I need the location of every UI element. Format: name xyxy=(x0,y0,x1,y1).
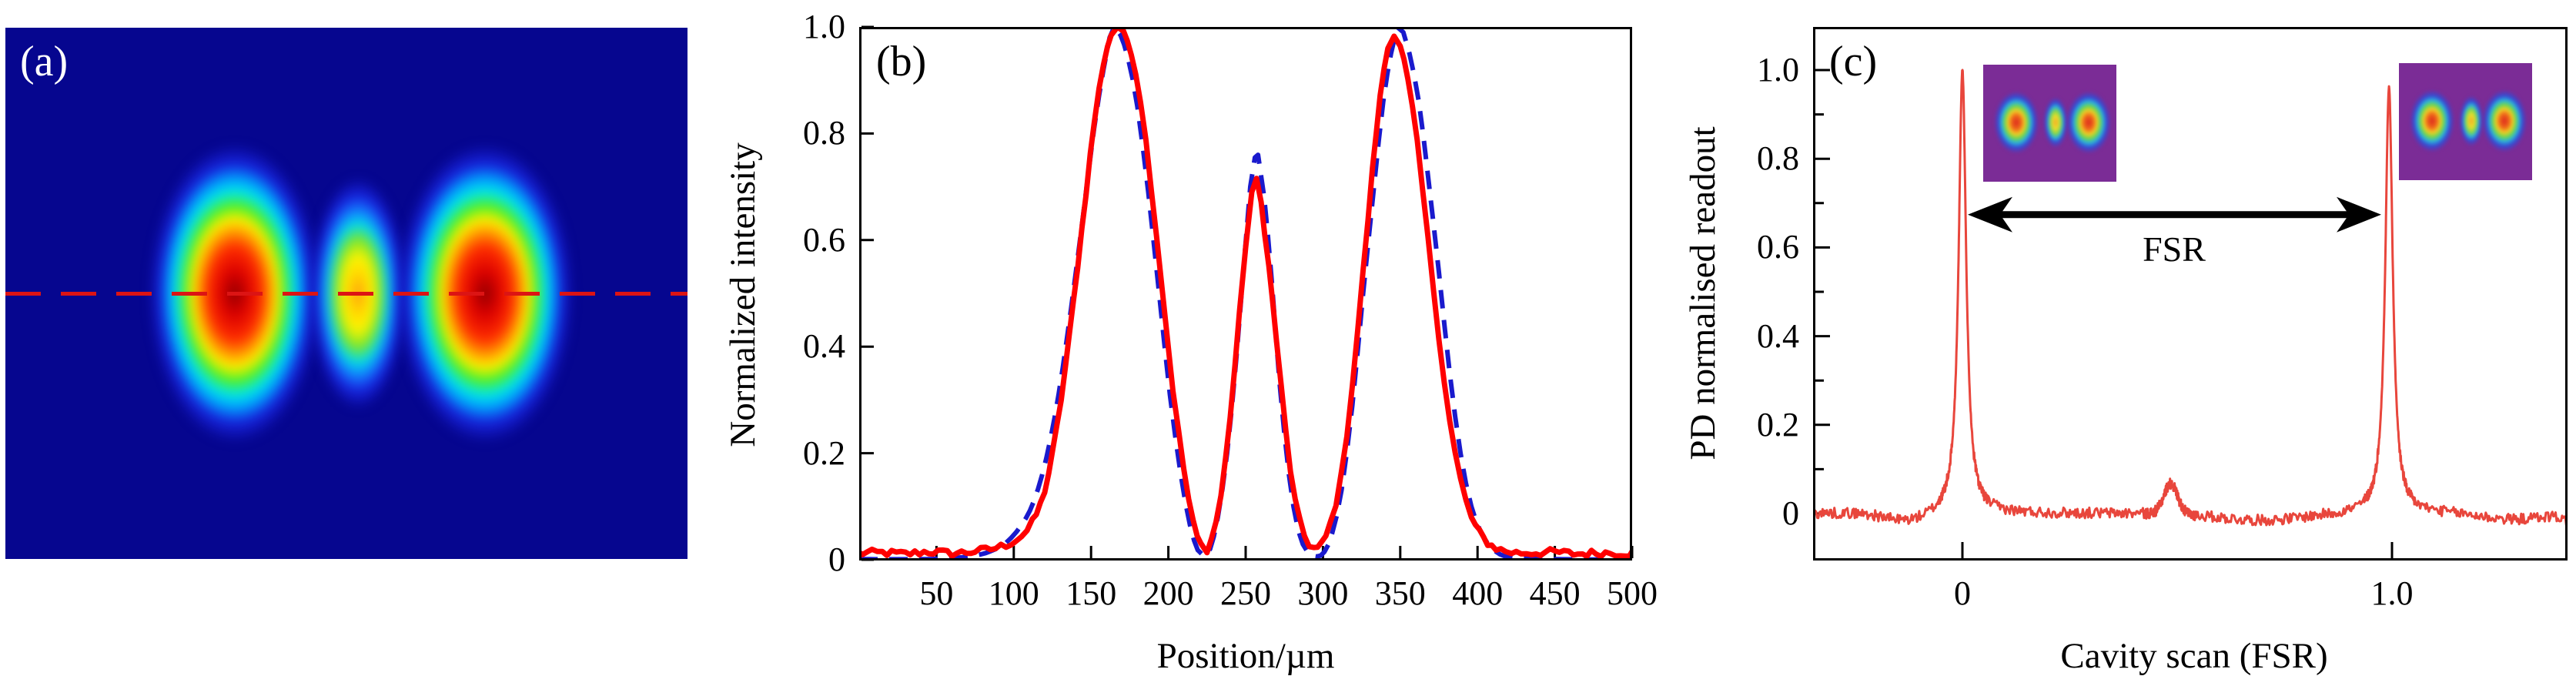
panel-b-y-tick-label: 0.8 xyxy=(803,114,845,152)
panel-b-x-tick-label: 450 xyxy=(1529,574,1581,612)
panel-b-x-tick-label: 100 xyxy=(988,574,1039,612)
panel-b-x-tick-label: 250 xyxy=(1220,574,1271,612)
panel-a-label: (a) xyxy=(20,38,69,85)
panel-b-y-tick-label: 0.2 xyxy=(803,433,845,472)
panel-b-plot xyxy=(859,25,1634,561)
panel-b-x-tick-label: 50 xyxy=(919,574,954,612)
inset-lobe-center xyxy=(2043,96,2068,149)
panel-c-y-tick-label: 0.6 xyxy=(1757,228,1799,266)
panel-b-x-axis-label: Position/µm xyxy=(1156,636,1335,676)
panel-b-x-tick-label: 400 xyxy=(1452,574,1504,612)
inset-lobe-left xyxy=(2409,89,2455,153)
panel-b-y-axis-label: Normalized intensity xyxy=(723,142,763,447)
resonant-mode-inset-image-right xyxy=(2399,63,2532,180)
theory-fit-curve xyxy=(861,29,1630,558)
panel-c-y-tick-label: 1.0 xyxy=(1757,51,1799,89)
inset-lobe-center xyxy=(2459,95,2484,147)
panel-b-x-tick-label: 150 xyxy=(1066,574,1117,612)
panel-b-y-tick-label: 0 xyxy=(828,540,845,578)
panel-c-y-tick-label: 0.4 xyxy=(1757,316,1799,355)
panel-c-plot xyxy=(1813,27,2568,561)
resonant-mode-inset-image-left xyxy=(1983,65,2116,182)
panel-c-x-tick-label: 0 xyxy=(1954,574,1971,612)
fsr-annotation-label: FSR xyxy=(2143,229,2206,269)
panel-b-y-tick-label: 1.0 xyxy=(803,8,845,45)
panel-b-x-tick-label: 200 xyxy=(1142,574,1194,612)
panel-b-x-tick-label: 300 xyxy=(1297,574,1349,612)
fsr-arrow-head-right xyxy=(2337,196,2381,233)
panel-c-x-tick-label: 1.0 xyxy=(2370,574,2414,612)
panel-c-y-tick-label: 0.2 xyxy=(1757,405,1799,443)
measured-profile-curve xyxy=(861,29,1630,558)
panel-b-y-tick-label: 0.6 xyxy=(803,220,845,259)
panel-c-label: (c) xyxy=(1829,38,1878,85)
panel-c-x-axis-label: Cavity scan (FSR) xyxy=(2060,636,2328,676)
pd-signal-trace xyxy=(1815,69,2565,527)
panel-b-x-tick-label: 500 xyxy=(1607,574,1658,612)
inset-lobe-right xyxy=(2066,90,2112,155)
panel-b-label: (b) xyxy=(876,38,927,85)
panel-c-y-tick-label: 0.8 xyxy=(1757,139,1799,178)
inset-lobe-left xyxy=(1993,90,2039,155)
panel-c-y-tick-label: 0 xyxy=(1782,494,1799,532)
cross-section-dashed-line xyxy=(5,292,687,296)
fsr-arrow-head-left xyxy=(1968,196,2012,233)
panel-c-frame xyxy=(1813,27,2568,561)
panel-a-beam-image xyxy=(5,28,687,559)
panel-b-y-tick-label: 0.4 xyxy=(803,327,845,366)
inset-lobe-right xyxy=(2481,89,2527,153)
panel-b-frame xyxy=(859,27,1632,561)
panel-b-x-tick-label: 350 xyxy=(1374,574,1426,612)
